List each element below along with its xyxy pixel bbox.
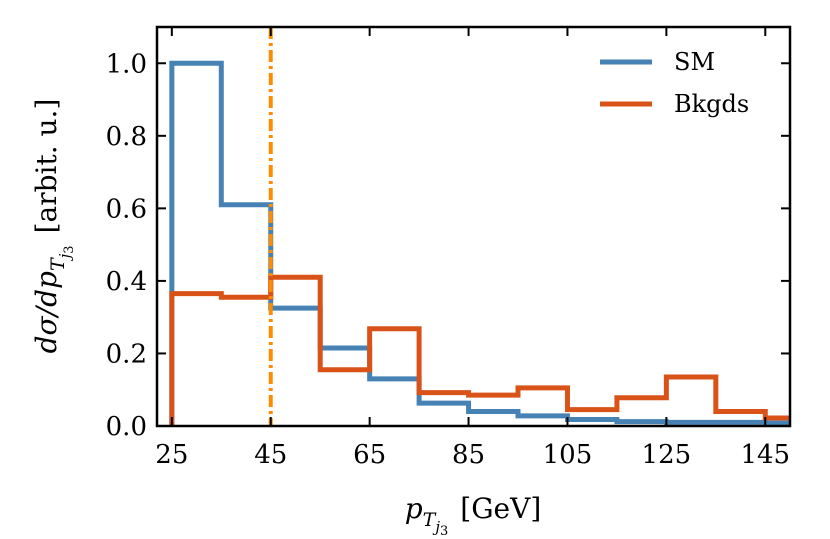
y-tick-label: 0.2 [106, 339, 147, 369]
legend-label-sm: SM [674, 48, 715, 76]
x-tick-label: 65 [353, 440, 386, 470]
y-tick-label: 0.6 [106, 194, 147, 224]
x-tick-label: 125 [642, 440, 692, 470]
x-tick-label: 45 [254, 440, 287, 470]
x-tick-label: 145 [740, 440, 790, 470]
y-tick-label: 1.0 [106, 49, 147, 79]
plot-frame [155, 25, 792, 428]
y-tick-label: 0.0 [106, 412, 147, 442]
series-bkgds-step [169, 274, 790, 426]
x-tick-label: 105 [543, 440, 593, 470]
y-tick-label: 0.8 [106, 122, 147, 152]
y-tick-label: 0.4 [106, 267, 147, 297]
x-axis-label: pTj3[GeV] [405, 492, 542, 539]
ticks-layer: 25 45 65 85 105 125 145 0.0 0.2 0.4 0.6 0.8 1.0 [106, 27, 790, 470]
plot-data-layer [169, 27, 790, 426]
y-axis-label: dσ/dpTj3[arbit. u.] [30, 99, 77, 354]
legend: SM Bkgds [600, 48, 749, 118]
x-tick-label: 85 [452, 440, 485, 470]
legend-label-bkgds: Bkgds [674, 90, 749, 118]
x-tick-label: 25 [155, 440, 188, 470]
